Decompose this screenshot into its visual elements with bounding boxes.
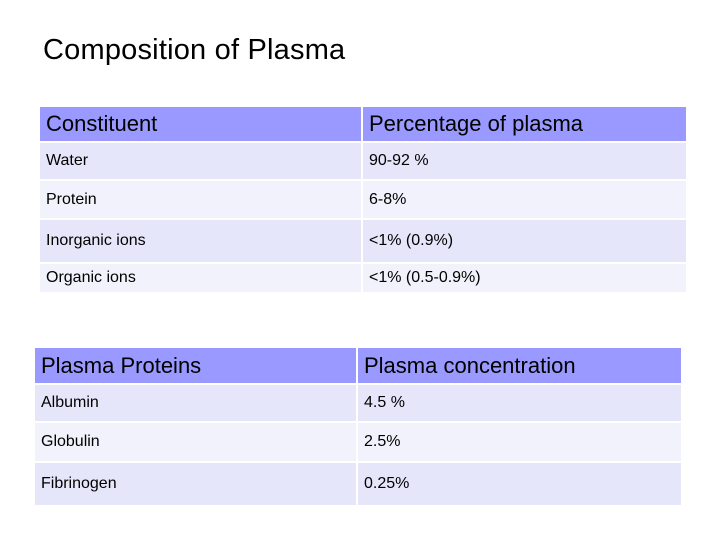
column-header-concentration: Plasma concentration <box>358 348 683 385</box>
column-header-constituent: Constituent <box>40 107 363 143</box>
table-cell: 4.5 % <box>358 385 683 423</box>
table-cell: <1% (0.5-0.9%) <box>363 264 688 294</box>
table-row: Protein 6-8% <box>40 181 688 220</box>
column-header-percentage: Percentage of plasma <box>363 107 688 143</box>
table-row: Albumin 4.5 % <box>35 385 683 423</box>
table-cell: <1% (0.9%) <box>363 220 688 264</box>
table-cell: Inorganic ions <box>40 220 363 264</box>
page-title: Composition of Plasma <box>43 34 346 66</box>
plasma-proteins-table: Plasma Proteins Plasma concentration Alb… <box>35 348 683 507</box>
table-header-row: Constituent Percentage of plasma <box>40 107 688 143</box>
table-cell: Water <box>40 143 363 181</box>
table-cell: 2.5% <box>358 423 683 463</box>
table-row: Globulin 2.5% <box>35 423 683 463</box>
table-cell: Protein <box>40 181 363 220</box>
table-cell: 90-92 % <box>363 143 688 181</box>
column-header-plasma-proteins: Plasma Proteins <box>35 348 358 385</box>
table-row: Water 90-92 % <box>40 143 688 181</box>
table-cell: 0.25% <box>358 463 683 507</box>
table-cell: 6-8% <box>363 181 688 220</box>
table-cell: Albumin <box>35 385 358 423</box>
table-row: Inorganic ions <1% (0.9%) <box>40 220 688 264</box>
plasma-composition-table: Constituent Percentage of plasma Water 9… <box>40 107 688 294</box>
table-cell: Fibrinogen <box>35 463 358 507</box>
table-row: Fibrinogen 0.25% <box>35 463 683 507</box>
table-cell: Globulin <box>35 423 358 463</box>
table-cell: Organic ions <box>40 264 363 294</box>
table-header-row: Plasma Proteins Plasma concentration <box>35 348 683 385</box>
table-row: Organic ions <1% (0.5-0.9%) <box>40 264 688 294</box>
